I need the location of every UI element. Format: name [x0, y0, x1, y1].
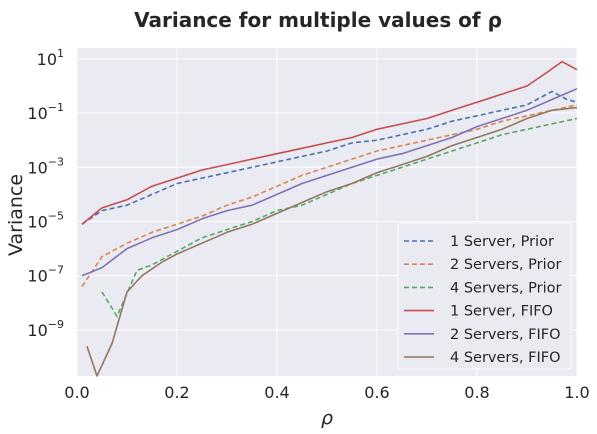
legend-label-5: 2 Servers, FIFO	[450, 327, 561, 343]
y-tick-label: 10−5	[27, 209, 64, 231]
y-tick-exponent: 1	[57, 47, 64, 60]
legend-label-3: 4 Servers, Prior	[450, 280, 562, 296]
chart-title: Variance for multiple values of ρ	[134, 8, 502, 32]
x-tick-labels: 0.0 0.2 0.4 0.6 0.8 1.0	[64, 383, 589, 402]
y-tick-exponent: −1	[48, 101, 64, 114]
x-tick-label: 0.2	[164, 383, 189, 402]
legend-label-6: 4 Servers, FIFO	[450, 350, 561, 366]
y-tick-label: 10−1	[27, 101, 64, 123]
x-tick-label: 1.0	[564, 383, 589, 402]
y-tick-exponent: −7	[48, 264, 64, 277]
y-axis-label: Variance	[5, 174, 27, 256]
legend-label-1: 1 Server, Prior	[450, 234, 554, 250]
y-tick-exponent: −5	[48, 209, 64, 222]
x-tick-label: 0.0	[64, 383, 89, 402]
y-tick-exponent: −9	[48, 318, 64, 331]
legend-label-2: 2 Servers, Prior	[450, 257, 562, 273]
y-tick-label: 10−3	[27, 155, 64, 177]
x-axis-label: ρ	[321, 407, 333, 429]
x-tick-label: 0.8	[464, 383, 489, 402]
x-tick-label: 0.6	[364, 383, 389, 402]
legend: 1 Server, Prior 2 Servers, Prior 4 Servers…	[398, 223, 571, 369]
y-tick-label: 10−9	[27, 318, 64, 340]
x-tick-label: 0.4	[264, 383, 289, 402]
legend-label-4: 1 Server, FIFO	[450, 304, 553, 320]
y-tick-labels: 101 10−1 10−3 10−5 10−7 10−9	[27, 47, 64, 340]
y-tick-label: 101	[37, 47, 64, 69]
y-tick-exponent: −3	[48, 155, 64, 168]
y-tick-label: 10−7	[27, 264, 64, 286]
